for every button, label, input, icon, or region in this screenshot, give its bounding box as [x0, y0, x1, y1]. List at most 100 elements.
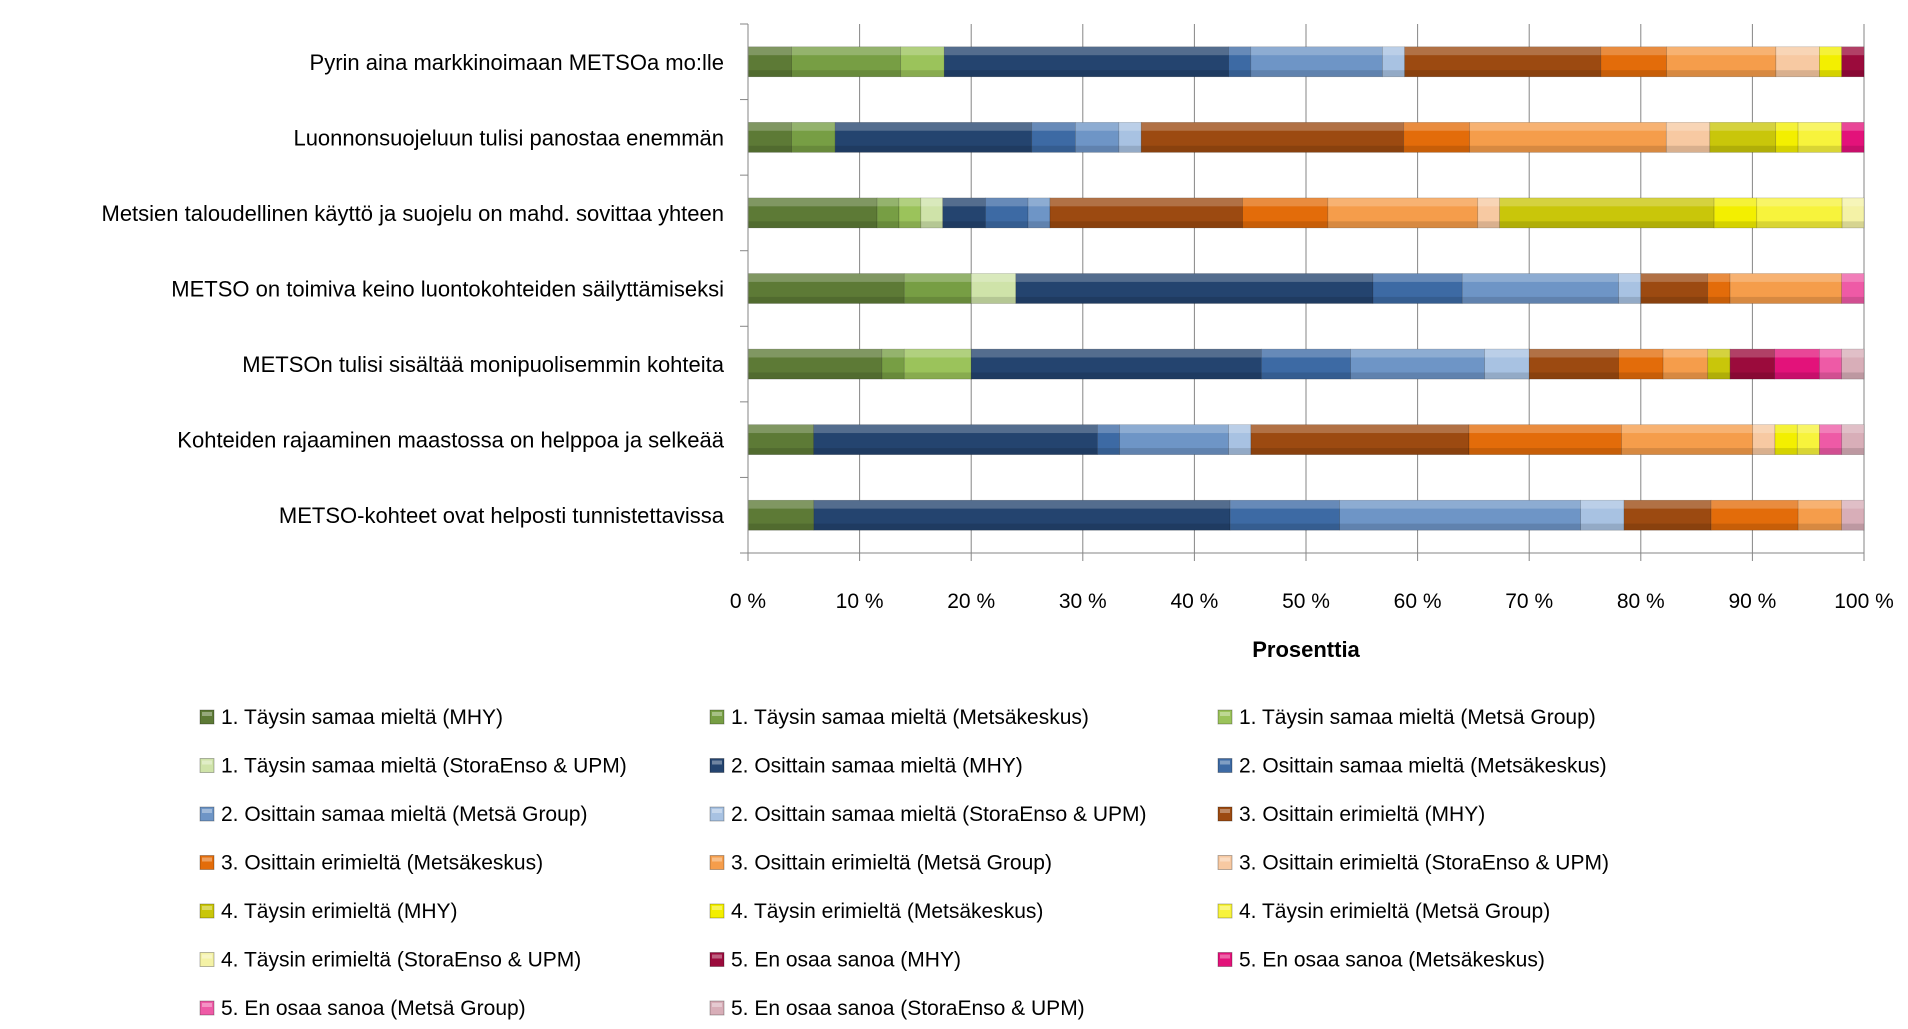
- bar-segment-shade: [944, 70, 1229, 77]
- legend-item: 1. Täysin samaa mieltä (MHY): [199, 706, 503, 729]
- bar-segment: [943, 46, 1229, 78]
- bar-segment-highlight: [1841, 273, 1864, 282]
- x-axis-title: Prosenttia: [1252, 637, 1360, 662]
- legend-swatch: [199, 855, 215, 870]
- bar-segment-highlight: [748, 349, 882, 358]
- bar-segment-highlight: [1097, 424, 1120, 434]
- bar-segment-highlight: [1228, 46, 1251, 56]
- bar-segment: [1841, 46, 1865, 78]
- category-labels: Pyrin aina markkinoimaan METSOa mo:lle Lu…: [102, 50, 725, 528]
- bar-segment-shade: [1819, 372, 1842, 380]
- bar-segment-highlight: [748, 197, 878, 207]
- bar-segment-highlight: [1469, 424, 1622, 434]
- bar-segment-shade: [1775, 70, 1820, 77]
- bar-segment-shade: [1469, 448, 1622, 455]
- legend-label: 2. Osittain samaa mieltä (Metsä Group): [221, 803, 587, 826]
- bar-segment-highlight: [1529, 349, 1619, 358]
- legend-label: 4. Täysin erimieltä (Metsä Group): [1239, 900, 1550, 923]
- bar-segment-shade: [1798, 145, 1842, 153]
- bar-segment-shade: [791, 145, 836, 153]
- x-tick-label: 30 %: [1059, 590, 1107, 613]
- bar-segment-highlight: [898, 197, 921, 207]
- legend-swatch-highlight: [1220, 760, 1230, 765]
- category-label: Luonnonsuojeluun tulisi panostaa enemmän: [293, 125, 724, 150]
- bar-segment-highlight: [1119, 424, 1229, 434]
- legend-swatch: [199, 952, 215, 967]
- bar-segment: [1242, 197, 1329, 229]
- bar-segment: [903, 348, 972, 380]
- bar-segment-highlight: [1819, 46, 1842, 56]
- bar-segment-highlight: [1015, 273, 1373, 282]
- bar-segment-highlight: [1250, 424, 1470, 434]
- bar-segment: [747, 424, 814, 455]
- bar-segment: [1623, 499, 1712, 531]
- bar-segment-highlight: [881, 349, 905, 358]
- bar-segment: [1841, 348, 1865, 380]
- legend-label: 5. En osaa sanoa (Metsä Group): [221, 997, 526, 1020]
- legend-swatch: [709, 952, 725, 967]
- legend-swatch: [199, 903, 215, 919]
- legend-item: 1. Täysin samaa mieltä (Metsä Group): [1217, 706, 1596, 729]
- bar-segment-highlight: [1841, 349, 1864, 358]
- legend-label: 3. Osittain erimieltä (StoraEnso & UPM): [1239, 852, 1609, 875]
- x-tick-label: 80 %: [1617, 590, 1665, 613]
- category-label: Kohteiden rajaaminen maastossa on helppo…: [177, 428, 724, 453]
- legend-swatch: [709, 806, 725, 822]
- bar-segment-shade: [1714, 221, 1757, 228]
- bar-segment-highlight: [1469, 122, 1667, 131]
- bar-segment-highlight: [1028, 197, 1050, 207]
- category-label: Metsien taloudellinen käyttö ja suojelu …: [102, 201, 725, 226]
- category-label: METSO-kohteet ovat helposti tunnistettav…: [279, 503, 725, 528]
- bar-segment-shade: [1484, 372, 1530, 380]
- bar-segment-highlight: [813, 424, 1098, 434]
- bar-segment-shade: [748, 372, 882, 380]
- axis-layer: [740, 23, 1865, 561]
- bar-segment-highlight: [1707, 273, 1731, 282]
- legend-swatch-highlight: [712, 809, 722, 813]
- legend-label: 4. Täysin erimieltä (MHY): [221, 900, 458, 923]
- legend-swatch: [1217, 758, 1233, 773]
- bar-segment-shade: [1730, 372, 1775, 380]
- legend: 1. Täysin samaa mieltä (MHY) 1. Täysin sa…: [199, 706, 1609, 1020]
- bar-segment-shade: [1580, 523, 1625, 531]
- legend-label: 1. Täysin samaa mieltä (MHY): [221, 706, 503, 729]
- bar-segment-shade: [748, 145, 792, 153]
- bar-segment-highlight: [748, 46, 792, 56]
- x-tick-label: 90 %: [1728, 590, 1776, 613]
- bar-segment: [1841, 197, 1865, 229]
- bar-segment-highlight: [1752, 424, 1775, 434]
- legend-swatch: [1217, 952, 1233, 967]
- bar-segment: [813, 499, 1231, 531]
- legend-item: 2. Osittain samaa mieltä (MHY): [709, 755, 1023, 778]
- x-tick-labels: 0 % 10 % 20 % 30 % 40 % 50 % 60 % 70 % 80 % 90 % 1…: [730, 590, 1894, 613]
- bar-segment: [1372, 273, 1463, 304]
- bar-segment-highlight: [944, 46, 1229, 56]
- bar-segment-shade: [1707, 372, 1731, 380]
- legend-item: 5. En osaa sanoa (Metsäkeskus): [1217, 949, 1545, 972]
- legend-label: 5. En osaa sanoa (Metsäkeskus): [1239, 949, 1545, 972]
- bar-segment-highlight: [1841, 424, 1864, 434]
- bar-segment-shade: [1250, 448, 1470, 455]
- bar-segment-highlight: [1250, 46, 1383, 56]
- bar-segment-highlight: [1382, 46, 1405, 56]
- bar-segment-highlight: [1756, 197, 1843, 207]
- bar-segment-shade: [1250, 70, 1383, 77]
- bar-segment-shade: [813, 448, 1098, 455]
- bar-segment-shade: [971, 296, 1016, 304]
- bar-segment-highlight: [835, 122, 1032, 131]
- bar-segment: [1841, 424, 1865, 455]
- bar-segment-shade: [791, 70, 901, 77]
- bar-segment-shade: [1841, 70, 1864, 77]
- bar-segment-shade: [813, 523, 1231, 531]
- bar-segment-shade: [1119, 448, 1229, 455]
- bar-segment-highlight: [1477, 197, 1500, 207]
- bar-segment-shade: [1118, 145, 1142, 153]
- legend-item: 4. Täysin erimieltä (StoraEnso & UPM): [199, 949, 581, 972]
- bar-segment-shade: [1031, 145, 1076, 153]
- legend-item: 4. Täysin erimieltä (Metsä Group): [1217, 900, 1550, 923]
- bar-segment-highlight: [1618, 273, 1641, 282]
- bar-segment-highlight: [1242, 197, 1328, 207]
- bar-segment-shade: [971, 372, 1262, 380]
- bar-segment-highlight: [1462, 273, 1619, 282]
- bar-segment-shade: [748, 221, 878, 228]
